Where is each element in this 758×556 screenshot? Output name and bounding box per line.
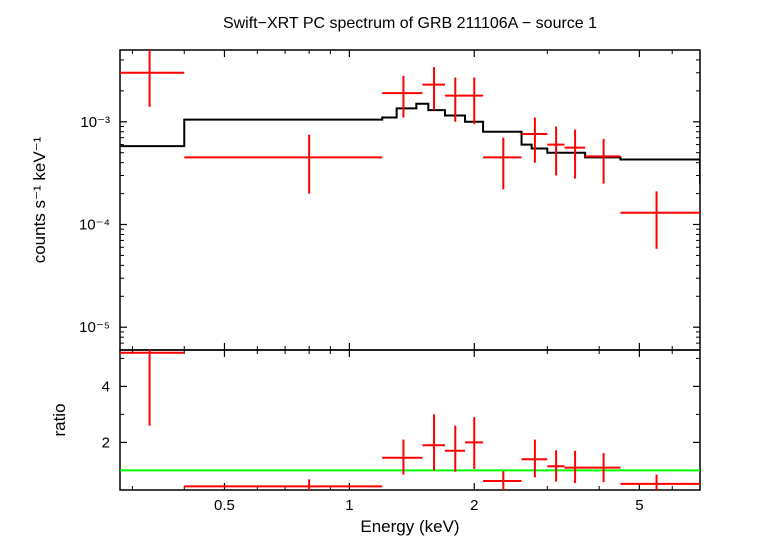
bottom-y-tick-label: 4 (102, 378, 110, 395)
x-tick-label: 1 (345, 497, 353, 514)
top-y-tick-label: 10⁻⁵ (79, 319, 110, 336)
chart-title: Swift−XRT PC spectrum of GRB 211106A − s… (223, 15, 597, 32)
spectrum-chart: Swift−XRT PC spectrum of GRB 211106A − s… (0, 0, 758, 556)
top-y-axis-label: counts s⁻¹ keV⁻¹ (30, 136, 49, 263)
bottom-y-axis-label: ratio (50, 403, 69, 436)
x-tick-label: 5 (635, 497, 643, 514)
top-y-tick-label: 10⁻³ (80, 114, 110, 131)
x-tick-label: 2 (470, 497, 478, 514)
bottom-y-tick-label: 2 (102, 434, 110, 451)
top-y-tick-label: 10⁻⁴ (79, 217, 110, 234)
x-axis-label: Energy (keV) (360, 517, 459, 536)
x-tick-label: 0.5 (214, 497, 235, 514)
